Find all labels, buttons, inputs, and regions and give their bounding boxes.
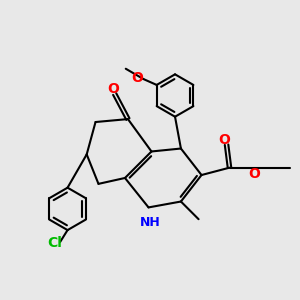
Text: O: O	[131, 71, 143, 85]
Text: O: O	[219, 133, 230, 147]
Text: Cl: Cl	[47, 236, 62, 250]
Text: NH: NH	[140, 216, 160, 229]
Text: O: O	[107, 82, 119, 96]
Text: O: O	[249, 167, 260, 181]
